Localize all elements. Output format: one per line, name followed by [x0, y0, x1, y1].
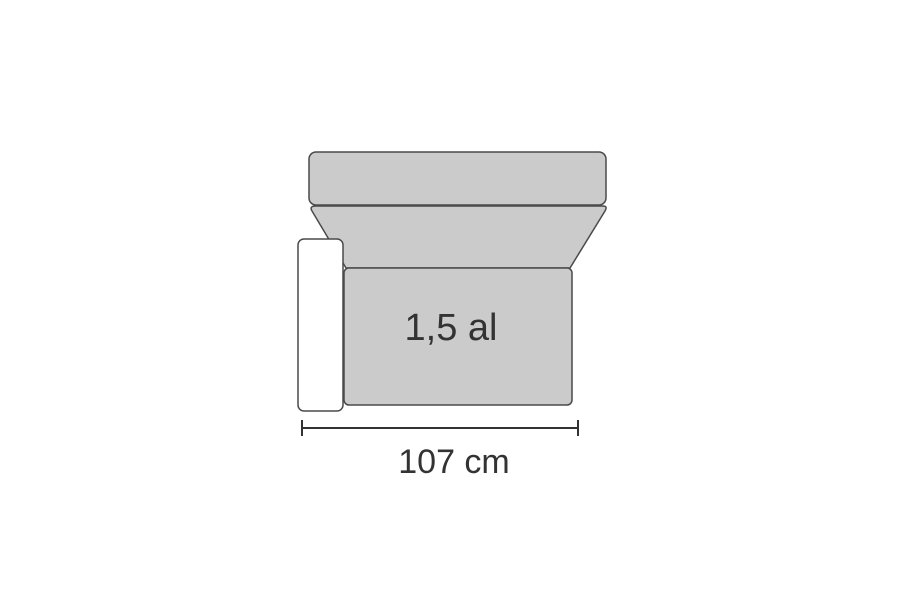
- back-connector-section: [310, 205, 607, 269]
- module-label: 1,5 al: [405, 307, 498, 349]
- left-armrest: [297, 238, 344, 412]
- backrest-cushion: [308, 151, 607, 206]
- dimension-line: [301, 420, 579, 436]
- dimension-label: 107 cm: [398, 443, 510, 481]
- seat-cushion: [343, 267, 573, 406]
